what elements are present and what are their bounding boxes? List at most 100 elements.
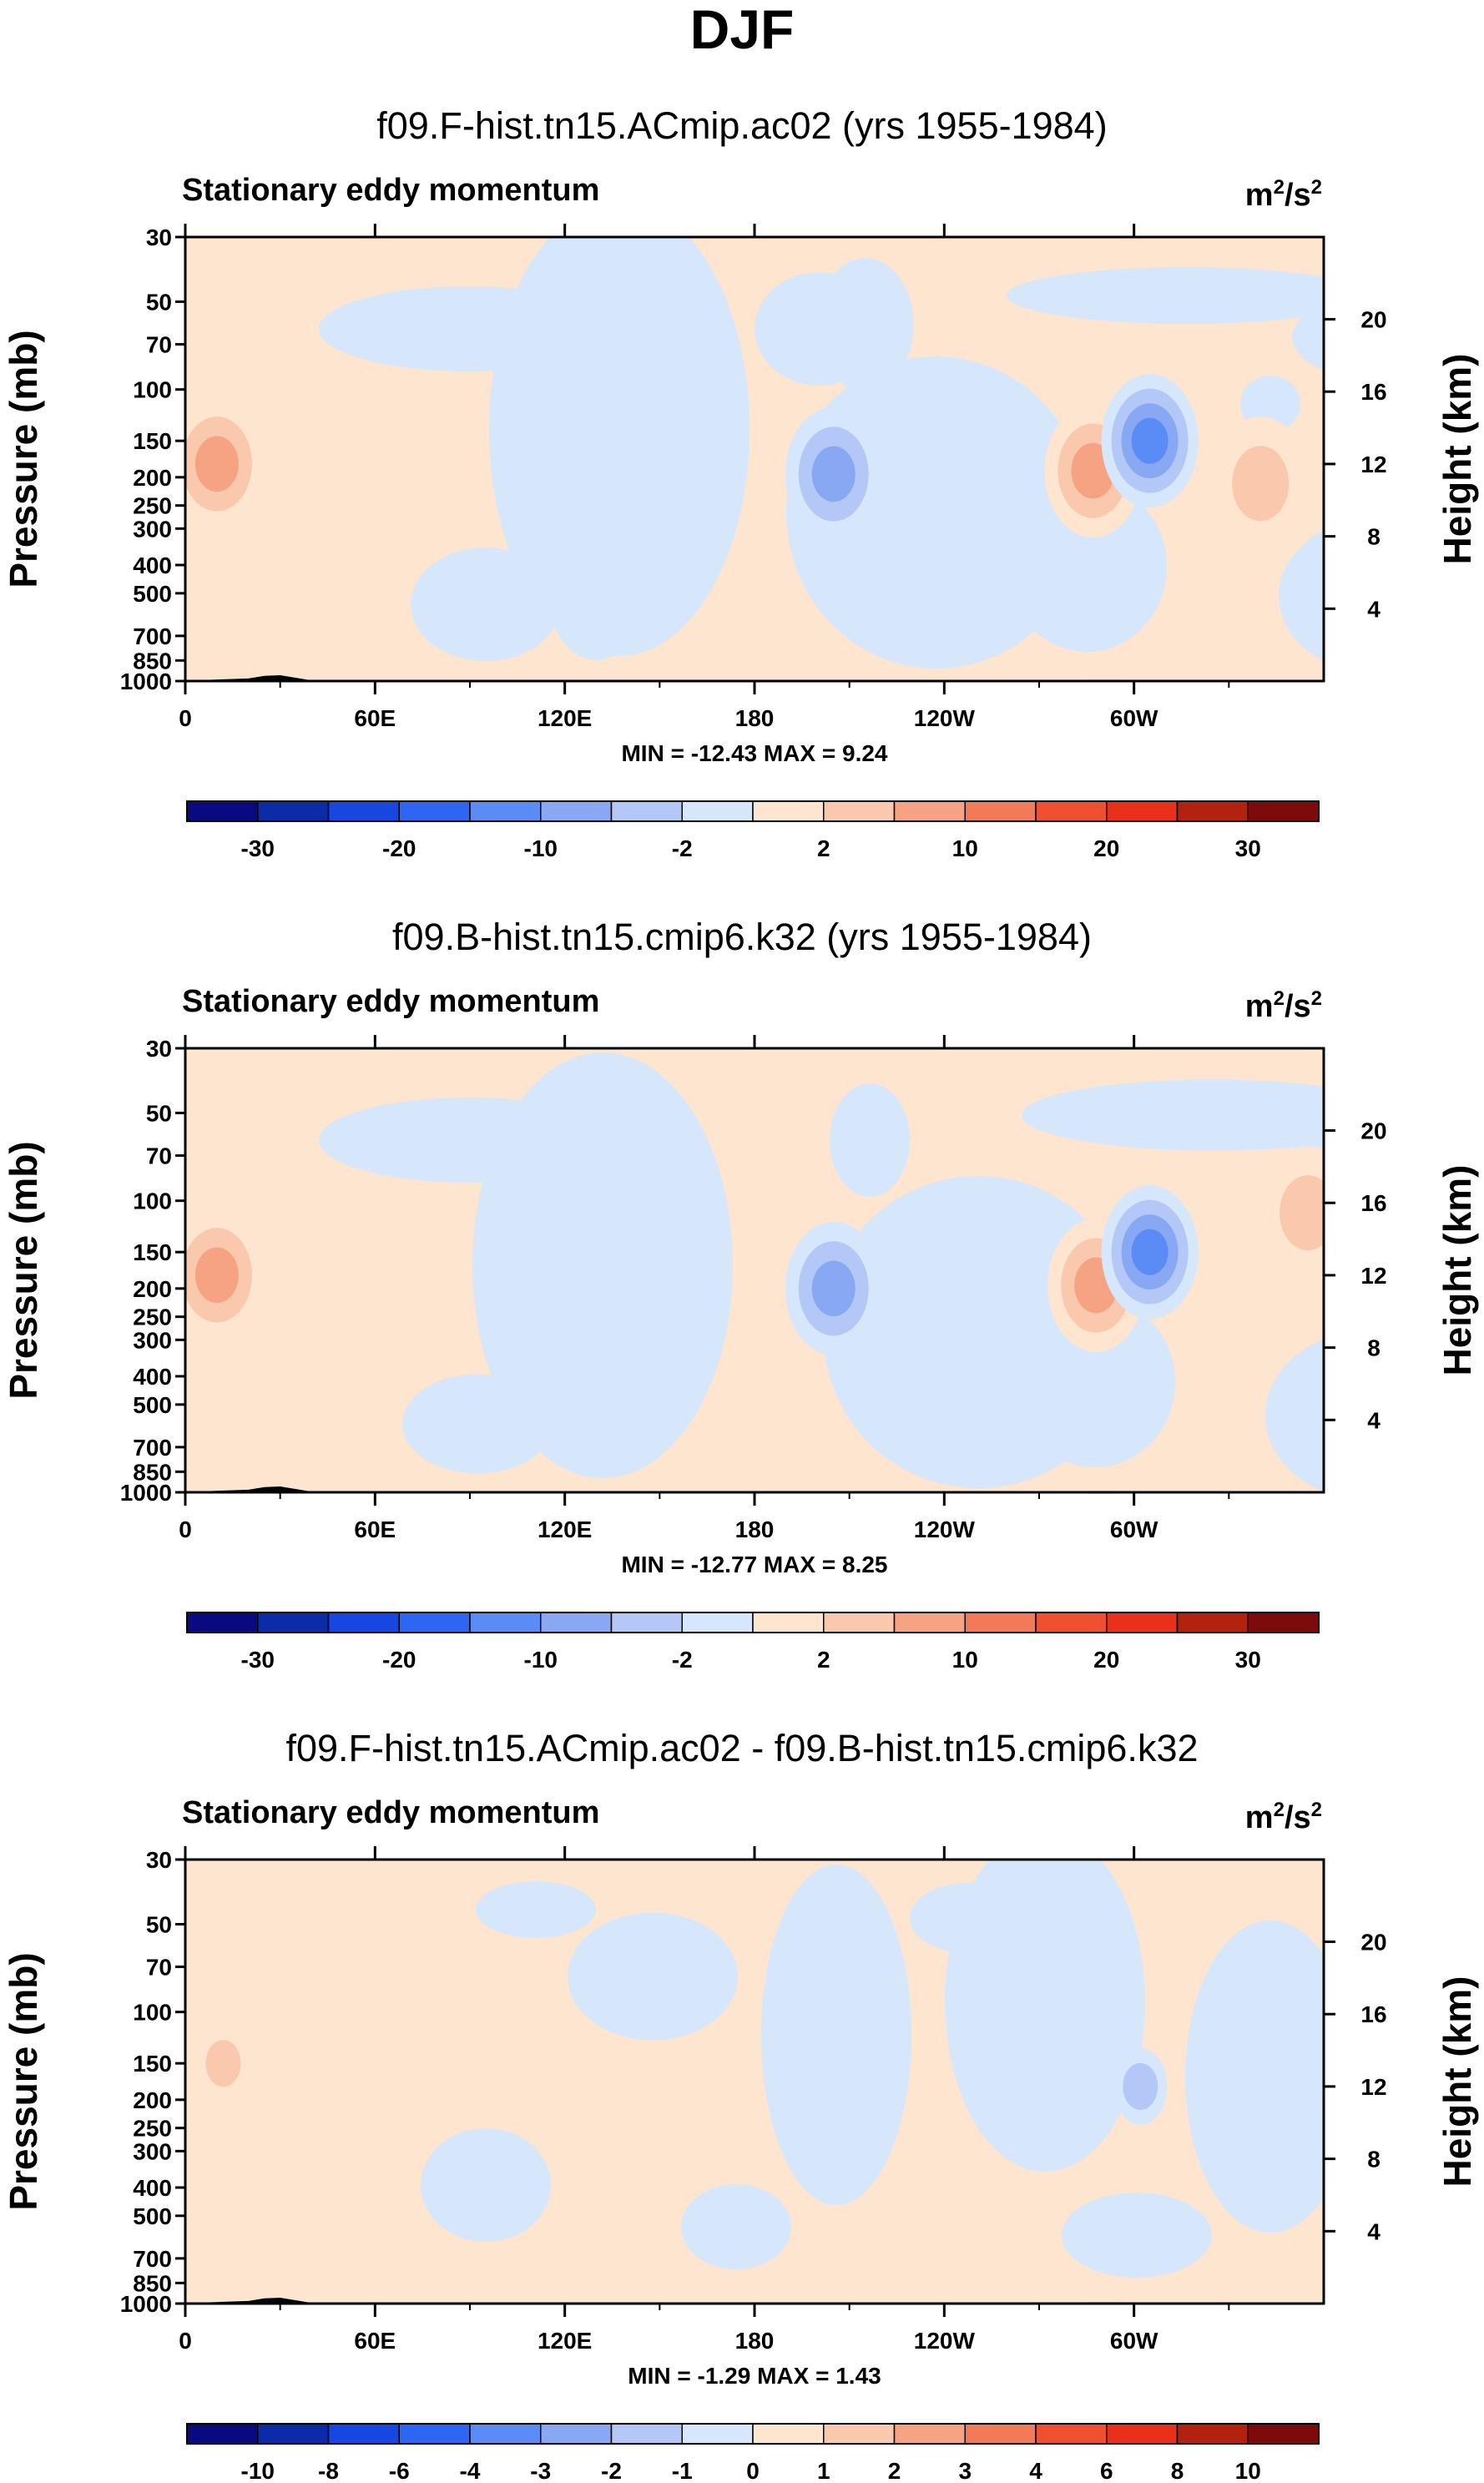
x-tick-label: 180 (735, 2328, 775, 2354)
region-negative (910, 1882, 1030, 1954)
colorbar-bin (257, 800, 330, 822)
x-tick-label: 0 (179, 2328, 192, 2354)
y-tick-label: 700 (133, 2246, 172, 2272)
colorbar-label: 10 (952, 835, 978, 861)
colorbar-label: -10 (524, 835, 558, 861)
colorbar-label: 2 (888, 2458, 901, 2483)
x-tick-label: 60E (354, 1517, 396, 1542)
y-right-tick-label: 4 (1367, 596, 1381, 622)
colorbar-bin (893, 2423, 966, 2445)
y-tick-label: 150 (133, 2051, 172, 2077)
x-tick-label: 60W (1110, 2328, 1158, 2354)
colorbar-label: 8 (1171, 2458, 1184, 2483)
panel-2: f09.B-hist.tn15.cmip6.k32 (yrs 1955-1984… (2, 916, 1479, 1673)
region-negative (489, 237, 750, 656)
field-extremum-1 (194, 436, 239, 492)
colorbar-label: 4 (1029, 2458, 1042, 2483)
colorbar-bin (469, 800, 542, 822)
colorbar-bin (186, 2423, 259, 2445)
colorbar-label: -3 (530, 2458, 551, 2483)
min-max-stats: MIN = -1.29 MAX = 1.43 (628, 2363, 881, 2389)
x-tick-label: 120W (914, 705, 976, 731)
x-tick-label: 120E (538, 1517, 592, 1542)
colorbar-bin (1176, 800, 1249, 822)
y-right-tick-label: 4 (1367, 1407, 1381, 1433)
field-extremum-4 (1131, 417, 1169, 464)
colorbar-bin (823, 1612, 896, 1633)
y-tick-label: 400 (133, 2175, 172, 2201)
units-label: m2/s2 (1245, 176, 1322, 213)
x-tick-label: 0 (179, 1517, 192, 1542)
colorbar-label: -10 (524, 1647, 558, 1673)
colorbar-label: 6 (1100, 2458, 1113, 2483)
colorbar-bin (964, 1612, 1037, 1633)
colorbar-bin (398, 2423, 471, 2445)
colorbar-label: -2 (672, 835, 693, 861)
colorbar-bin (398, 800, 471, 822)
y-tick-label: 1000 (120, 2291, 172, 2317)
colorbar-frame (186, 800, 1320, 822)
colorbar-bin (823, 2423, 896, 2445)
y-tick-label: 250 (133, 2116, 172, 2142)
colorbar-bin (893, 800, 966, 822)
y-tick-label: 700 (133, 623, 172, 649)
colorbar-label: 20 (1093, 1647, 1119, 1673)
region-negative (402, 1374, 553, 1474)
y-right-tick-label: 20 (1360, 1930, 1386, 1956)
panel-left-label: Stationary eddy momentum (182, 984, 599, 1019)
region-negative (1292, 303, 1324, 371)
field-extremum-5 (1232, 446, 1290, 522)
y-right-tick-label: 16 (1360, 379, 1386, 405)
region-negative (421, 2128, 551, 2242)
colorbar-label: -8 (318, 2458, 339, 2483)
colorbar-bin (398, 1612, 471, 1633)
y-tick-label: 250 (133, 493, 172, 519)
colorbar-bin (1106, 800, 1179, 822)
colorbar-label: -6 (389, 2458, 410, 2483)
colorbar-label: 2 (817, 835, 830, 861)
y-tick-label: 500 (133, 581, 172, 607)
x-tick-label: 60E (354, 705, 396, 731)
y-right-tick-label: 12 (1360, 452, 1386, 477)
x-tick-label: 60E (354, 2328, 396, 2354)
region-negative (945, 1860, 1145, 2172)
y-axis-title: Pressure (mb) (2, 1952, 45, 2210)
region-negative (476, 1881, 596, 1938)
panel-left-label: Stationary eddy momentum (182, 173, 599, 208)
topography (200, 675, 328, 681)
panel-3: f09.F-hist.tn15.ACmip.ac02 - f09.B-hist.… (2, 1727, 1479, 2483)
topography (200, 1486, 328, 1492)
y-tick-label: 70 (146, 332, 172, 358)
y-tick-label: 30 (146, 1036, 172, 1062)
colorbar-bin (823, 800, 896, 822)
colorbar-label: -30 (241, 1647, 275, 1673)
panel-title: f09.F-hist.tn15.ACmip.ac02 (yrs 1955-198… (376, 104, 1107, 147)
y-tick-label: 200 (133, 465, 172, 491)
field-extremum-2 (811, 1260, 856, 1317)
x-tick-label: 60W (1110, 705, 1158, 731)
y-axis-right-title: Height (km) (1436, 1976, 1479, 2188)
x-tick-label: 120W (914, 2328, 976, 2354)
field-extremum-1 (205, 2040, 241, 2087)
region-negative (1265, 1339, 1324, 1492)
colorbar-bin (681, 800, 754, 822)
colorbar-bin (1176, 1612, 1249, 1633)
y-tick-label: 500 (133, 1392, 172, 1418)
field-extremum-2 (811, 446, 856, 502)
colorbar-bin (681, 2423, 754, 2445)
colorbar-bin (186, 800, 259, 822)
colorbar-bin (1176, 2423, 1249, 2445)
field-extremum-7 (548, 526, 645, 660)
region-negative (568, 1912, 738, 2041)
colorbar-frame (186, 1612, 1320, 1633)
field-extremum-2 (1123, 2062, 1158, 2110)
colorbar-bin (540, 1612, 613, 1633)
colorbar-label: -4 (460, 2458, 481, 2483)
y-tick-label: 1000 (120, 669, 172, 694)
y-tick-label: 850 (133, 2270, 172, 2296)
y-tick-label: 700 (133, 1435, 172, 1461)
y-axis-title: Pressure (mb) (2, 1141, 45, 1399)
colorbar-bin (1247, 2423, 1320, 2445)
colorbar-bin (469, 1612, 542, 1633)
topography (200, 2298, 328, 2304)
